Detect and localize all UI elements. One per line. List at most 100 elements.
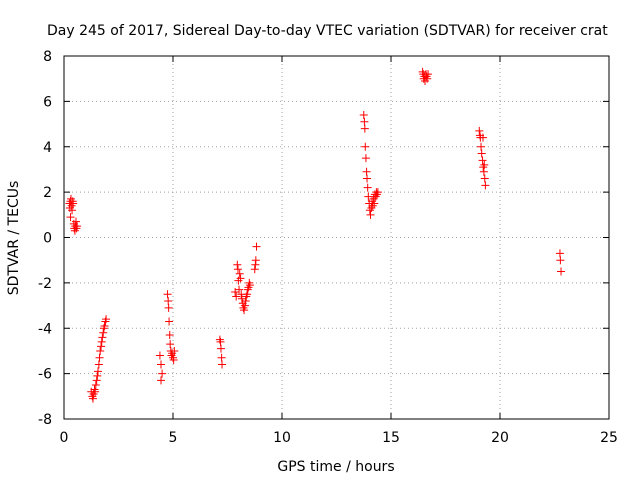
grid-layer (64, 56, 609, 419)
data-point (252, 242, 261, 251)
data-point (216, 344, 225, 353)
y-tick-label: 0 (43, 231, 52, 247)
y-tick-label: -2 (38, 276, 52, 292)
data-point (94, 367, 103, 376)
data-point (479, 163, 488, 172)
data-point (366, 210, 375, 219)
data-point (93, 371, 102, 380)
data-point (555, 249, 564, 258)
data-point (94, 360, 103, 369)
x-tick-label: 15 (382, 430, 400, 446)
data-point (101, 317, 110, 326)
data-point (556, 256, 565, 265)
data-point (233, 260, 242, 269)
data-point (216, 337, 225, 346)
data-point (168, 349, 177, 358)
data-point (66, 194, 75, 203)
data-point (236, 274, 245, 283)
data-point (369, 194, 378, 203)
data-point (164, 303, 173, 312)
data-point (480, 174, 489, 183)
x-tick-label: 5 (169, 430, 178, 446)
data-point (477, 149, 486, 158)
data-point (164, 297, 173, 306)
data-point (241, 297, 250, 306)
data-point (165, 331, 174, 340)
data-point (232, 292, 241, 301)
data-point (169, 356, 178, 365)
data-point (98, 333, 107, 342)
data-point (157, 360, 166, 369)
data-point (243, 290, 252, 299)
data-point (478, 156, 487, 165)
data-points (65, 67, 566, 403)
x-tick-label: 10 (273, 430, 291, 446)
data-point (99, 328, 108, 337)
data-point (361, 154, 370, 163)
data-point (243, 285, 252, 294)
ticks-layer: 0 5 10 15 20 25 -8 -6 -4 -2 0 2 4 6 8 (38, 49, 618, 446)
data-point (163, 290, 172, 299)
y-tick-label: -6 (38, 367, 52, 383)
data-point (69, 199, 78, 208)
data-point (102, 315, 111, 324)
data-point (245, 281, 254, 290)
data-point (370, 199, 379, 208)
data-point (481, 181, 490, 190)
data-point (240, 301, 249, 310)
data-point (242, 292, 251, 301)
data-point (100, 321, 109, 330)
data-point (217, 353, 226, 362)
data-point (244, 283, 253, 292)
data-point (361, 142, 370, 151)
data-point (235, 285, 244, 294)
data-point (239, 303, 248, 312)
data-point (73, 222, 82, 231)
data-point (169, 353, 177, 362)
data-point (71, 217, 80, 226)
data-point (477, 142, 486, 151)
y-tick-label: -4 (38, 321, 52, 337)
y-tick-label: 2 (43, 185, 52, 201)
data-point (359, 110, 368, 119)
data-point (97, 337, 106, 346)
data-point (165, 317, 174, 326)
data-point (371, 192, 380, 201)
data-point (166, 340, 175, 349)
chart-title: Day 245 of 2017, Sidereal Day-to-day VTE… (47, 23, 608, 39)
data-point (91, 380, 100, 389)
data-point (478, 133, 487, 142)
data-point (251, 256, 260, 265)
data-point (157, 376, 166, 385)
data-point (360, 117, 369, 126)
data-point (360, 124, 369, 133)
data-point (96, 346, 105, 355)
data-point (233, 265, 242, 274)
data-point (95, 353, 104, 362)
data-point (97, 342, 106, 351)
data-point (479, 167, 488, 176)
data-point (245, 278, 254, 287)
data-point (421, 76, 430, 85)
y-tick-label: 6 (43, 94, 52, 110)
data-point (231, 287, 240, 296)
x-tick-label: 20 (491, 430, 509, 446)
data-point (250, 265, 259, 274)
y-tick-label: 8 (43, 49, 52, 65)
data-point (92, 376, 101, 385)
y-axis-label: SDTVAR / TECUs (6, 181, 22, 296)
data-point (88, 394, 97, 403)
data-point (363, 183, 372, 192)
data-point (363, 174, 372, 183)
data-point (91, 387, 100, 396)
data-point (480, 160, 489, 169)
y-tick-label: -8 (38, 412, 52, 428)
data-point (364, 192, 373, 201)
data-point (234, 276, 243, 285)
data-point (423, 74, 432, 83)
data-point (218, 360, 227, 369)
data-point (99, 324, 108, 333)
data-point (68, 206, 77, 215)
data-point (362, 167, 371, 176)
